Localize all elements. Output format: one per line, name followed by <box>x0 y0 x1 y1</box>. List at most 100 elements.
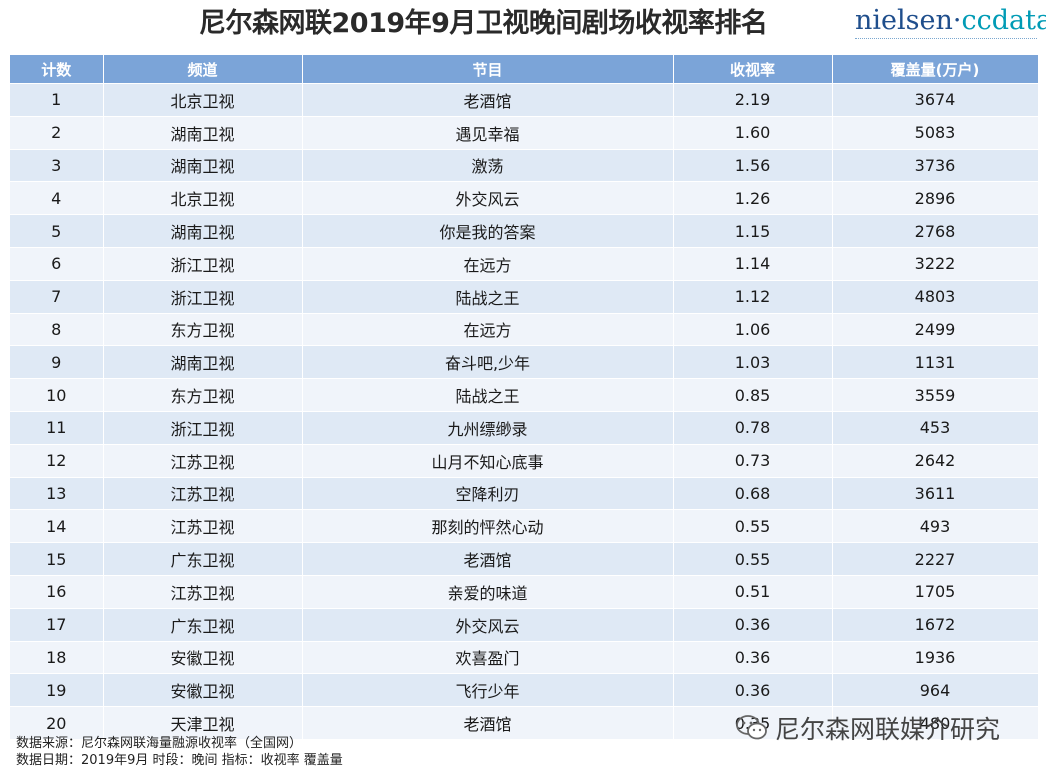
rank-cell: 10 <box>10 378 104 412</box>
program-cell: 激荡 <box>302 148 674 182</box>
rating-cell: 1.06 <box>673 312 833 346</box>
channel-cell: 广东卫视 <box>103 542 303 576</box>
rating-cell: 1.60 <box>673 115 833 150</box>
rating-cell: 1.14 <box>673 246 833 281</box>
program-cell: 亲爱的味道 <box>302 574 674 609</box>
coverage-cell: 453 <box>832 410 1039 445</box>
rank-cell: 19 <box>10 673 104 707</box>
coverage-cell: 2768 <box>832 214 1039 248</box>
table-row: 6 浙江卫视 在远方 1.14 3222 <box>10 246 1039 281</box>
rating-cell: 1.26 <box>673 181 833 215</box>
rank-cell: 8 <box>10 312 104 346</box>
channel-cell: 北京卫视 <box>103 181 303 215</box>
rank-cell: 18 <box>10 640 104 674</box>
wechat-watermark: 尼尔森网联媒介研究 <box>735 708 1000 748</box>
channel-cell: 湖南卫视 <box>103 214 303 248</box>
channel-cell: 浙江卫视 <box>103 279 303 314</box>
coverage-cell: 3222 <box>832 246 1039 281</box>
rank-cell: 9 <box>10 345 104 379</box>
table-row: 18 安徽卫视 欢喜盈门 0.36 1936 <box>10 640 1039 674</box>
table-row: 10 东方卫视 陆战之王 0.85 3559 <box>10 378 1039 412</box>
rating-cell: 0.68 <box>673 476 833 510</box>
rating-cell: 2.19 <box>673 83 833 117</box>
rank-cell: 1 <box>10 83 104 117</box>
program-cell: 陆战之王 <box>302 378 674 412</box>
coverage-cell: 1131 <box>832 345 1039 379</box>
coverage-cell: 2227 <box>832 542 1039 576</box>
coverage-cell: 2642 <box>832 443 1039 478</box>
table-row: 16 江苏卫视 亲爱的味道 0.51 1705 <box>10 574 1039 609</box>
channel-cell: 安徽卫视 <box>103 673 303 707</box>
channel-cell: 江苏卫视 <box>103 509 303 543</box>
table-row: 2 湖南卫视 遇见幸福 1.60 5083 <box>10 115 1039 150</box>
program-cell: 那刻的怦然心动 <box>302 509 674 543</box>
rank-cell: 16 <box>10 574 104 609</box>
coverage-cell: 1936 <box>832 640 1039 674</box>
column-header-program: 节目 <box>302 55 674 84</box>
program-cell: 外交风云 <box>302 181 674 215</box>
rank-cell: 5 <box>10 214 104 248</box>
channel-cell: 广东卫视 <box>103 607 303 642</box>
rank-cell: 4 <box>10 181 104 215</box>
column-header-rating: 收视率 <box>673 55 833 84</box>
rating-cell: 0.85 <box>673 378 833 412</box>
nielsen-ccdata-logo: nielsen·ccdata <box>855 6 1046 36</box>
table-row: 5 湖南卫视 你是我的答案 1.15 2768 <box>10 214 1039 248</box>
rank-cell: 15 <box>10 542 104 576</box>
program-cell: 飞行少年 <box>302 673 674 707</box>
rank-cell: 20 <box>10 706 104 739</box>
rating-cell: 0.36 <box>673 673 833 707</box>
table-row: 20 天津卫视 老酒馆 0.35 480 <box>10 706 1039 739</box>
coverage-cell: 964 <box>832 673 1039 707</box>
table-row: 7 浙江卫视 陆战之王 1.12 4803 <box>10 279 1039 314</box>
logo-underline <box>855 38 1037 39</box>
table-row: 14 江苏卫视 那刻的怦然心动 0.55 493 <box>10 509 1039 543</box>
program-cell: 欢喜盈门 <box>302 640 674 674</box>
rank-cell: 13 <box>10 476 104 510</box>
channel-cell: 浙江卫视 <box>103 410 303 445</box>
ratings-table: 计数 频道 节目 收视率 覆盖量(万户) 1 北京卫视 老酒馆 2.19 3674 2 湖南… <box>10 55 1039 739</box>
channel-cell: 东方卫视 <box>103 378 303 412</box>
channel-cell: 北京卫视 <box>103 83 303 117</box>
rating-cell: 0.55 <box>673 542 833 576</box>
channel-cell: 江苏卫视 <box>103 476 303 510</box>
column-header-coverage: 覆盖量(万户) <box>832 55 1039 84</box>
channel-cell: 浙江卫视 <box>103 246 303 281</box>
rank-cell: 3 <box>10 148 104 182</box>
rank-cell: 2 <box>10 115 104 150</box>
program-cell: 空降利刃 <box>302 476 674 510</box>
wechat-account-name: 尼尔森网联媒介研究 <box>775 715 1001 744</box>
rating-cell: 0.51 <box>673 574 833 609</box>
logo-nielsen: nielsen <box>855 5 953 36</box>
rank-cell: 11 <box>10 410 104 445</box>
page-title: 尼尔森网联2019年9月卫视晚间剧场收视率排名 <box>199 8 768 39</box>
program-cell: 陆战之王 <box>302 279 674 314</box>
rank-cell: 14 <box>10 509 104 543</box>
table-row: 13 江苏卫视 空降利刃 0.68 3611 <box>10 476 1039 510</box>
logo-separator: · <box>952 5 962 36</box>
column-header-channel: 频道 <box>103 55 303 84</box>
channel-cell: 江苏卫视 <box>103 574 303 609</box>
program-cell: 遇见幸福 <box>302 115 674 150</box>
data-date: 数据日期：2019年9月 时段：晚间 指标：收视率 覆盖量 <box>16 753 343 768</box>
rating-cell: 0.36 <box>673 640 833 674</box>
table-row: 1 北京卫视 老酒馆 2.19 3674 <box>10 83 1039 117</box>
coverage-cell: 3736 <box>832 148 1039 182</box>
rank-cell: 7 <box>10 279 104 314</box>
program-cell: 外交风云 <box>302 607 674 642</box>
coverage-cell: 4803 <box>832 279 1039 314</box>
rating-cell: 0.55 <box>673 509 833 543</box>
channel-cell: 湖南卫视 <box>103 148 303 182</box>
coverage-cell: 1672 <box>832 607 1039 642</box>
rating-cell: 0.36 <box>673 607 833 642</box>
rating-cell: 1.15 <box>673 214 833 248</box>
rank-cell: 12 <box>10 443 104 478</box>
channel-cell: 东方卫视 <box>103 312 303 346</box>
table-row: 4 北京卫视 外交风云 1.26 2896 <box>10 181 1039 215</box>
coverage-cell: 5083 <box>832 115 1039 150</box>
program-cell: 在远方 <box>302 246 674 281</box>
rating-cell: 0.73 <box>673 443 833 478</box>
rating-cell: 1.03 <box>673 345 833 379</box>
rating-cell: 0.78 <box>673 410 833 445</box>
table-body: 1 北京卫视 老酒馆 2.19 3674 2 湖南卫视 遇见幸福 1.60 5083 3 湖南卫视 激荡… <box>10 83 1039 739</box>
